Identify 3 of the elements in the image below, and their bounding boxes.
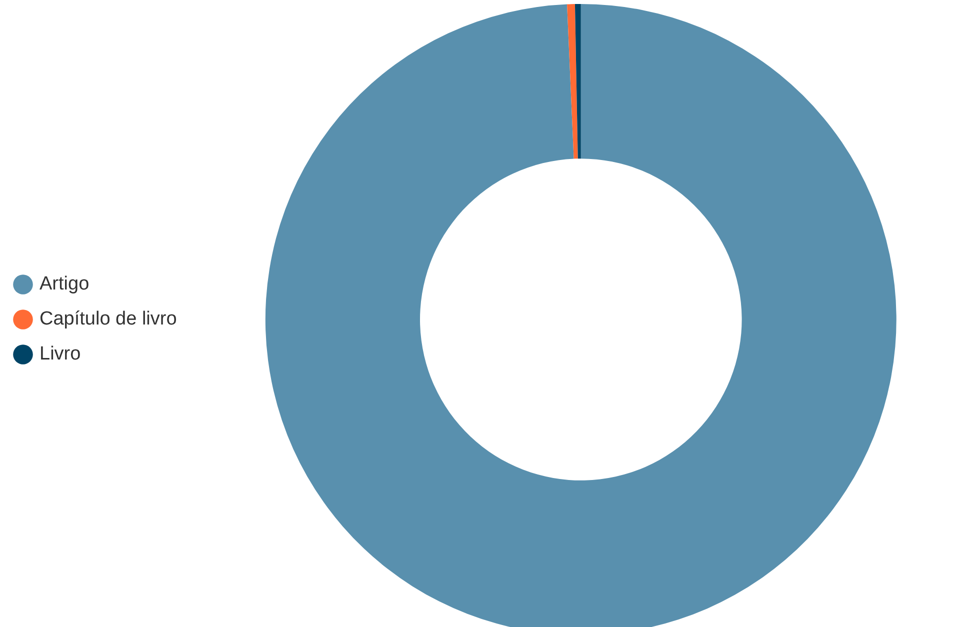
legend-label: Artigo (40, 274, 90, 295)
legend-label: Capítulo de livro (40, 308, 177, 330)
legend-label: Livro (40, 344, 81, 365)
